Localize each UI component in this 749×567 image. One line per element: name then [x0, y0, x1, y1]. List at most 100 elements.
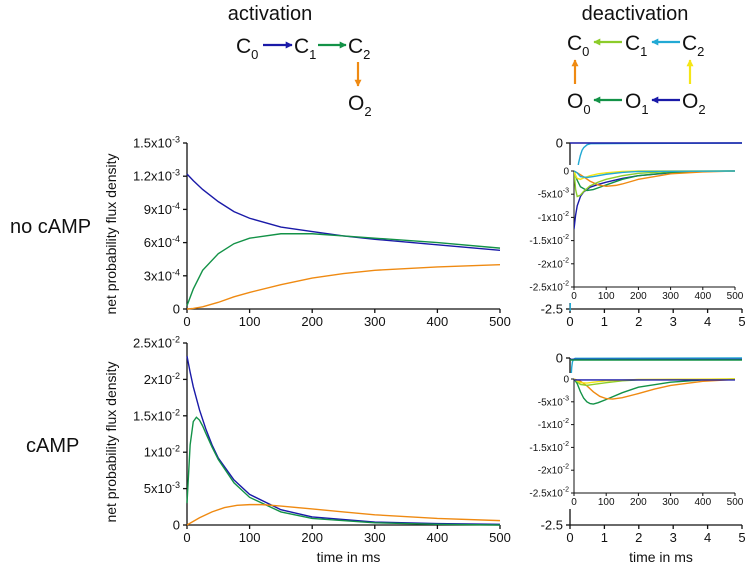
series-line-0: [186, 355, 501, 525]
y-tick-label: 0: [556, 351, 563, 366]
plot-activation-no-camp: 0 100 200 300 400 500 0 3x10-4 6x10-4 9x10-4 1.2x1…: [103, 135, 511, 330]
series-line-5: [574, 170, 736, 179]
x-tick-label: 1: [601, 530, 608, 545]
y-tick-label: -5x10-3: [538, 188, 569, 201]
state-c2: C2: [682, 32, 704, 59]
x-tick-label: 100: [239, 314, 261, 329]
y-tick-label: 1.2x10-3: [133, 168, 180, 184]
x-tick-label: 3: [670, 530, 677, 545]
series-line-3: [574, 170, 736, 198]
y-tick-label: -1.5x10-2: [529, 441, 569, 454]
x-tick-label: 0: [183, 314, 190, 329]
x-tick-label: 5: [738, 530, 745, 545]
x-tick-label: 300: [662, 497, 679, 508]
x-tick-label: 500: [727, 291, 744, 302]
y-tick-label: -2.5x10-2: [529, 487, 569, 500]
y-tick-label: 1x10-2: [144, 444, 180, 460]
series-line-2: [186, 264, 501, 310]
x-tick-label: 300: [364, 314, 386, 329]
x-tick-label: 5: [738, 314, 745, 329]
series-line-2: [574, 170, 736, 188]
x-tick-label: 100: [598, 291, 615, 302]
state-c1: C1: [294, 35, 316, 62]
y-axis-label: net probability flux density: [103, 153, 119, 314]
x-tick-label: 200: [630, 497, 647, 508]
inset-plot: 0 100 200 300 400 500 0 -5x10-3 -1x10-2 -1.5x10-2…: [518, 165, 744, 303]
x-tick-label: 2: [635, 314, 642, 329]
y-tick-label: 0: [173, 302, 180, 317]
x-tick-label: 2: [635, 530, 642, 545]
y-tick-label: -1.5x10-2: [529, 234, 569, 247]
y-tick-label: 2.5x10-2: [133, 335, 180, 351]
y-tick-label: -2.5: [541, 302, 563, 317]
x-tick-label: 0: [183, 530, 190, 545]
y-axis-label: net probability flux density: [103, 361, 119, 522]
y-tick-label: 6x10-4: [144, 234, 180, 250]
series-line-0: [574, 378, 736, 405]
x-tick-label: 400: [694, 497, 711, 508]
row-label-camp: cAMP: [26, 435, 79, 457]
deactivation-scheme: C0 C1 C2 O0 O1 O2: [567, 32, 706, 117]
x-tick-label: 500: [489, 314, 511, 329]
x-axis-label: time in ms: [317, 549, 381, 565]
x-tick-label: 0: [566, 530, 573, 545]
x-tick-label: 300: [364, 530, 386, 545]
y-tick-label: -5x10-3: [538, 395, 569, 408]
series-line-0: [186, 173, 501, 252]
row-label-no-camp: no cAMP: [10, 216, 91, 238]
series-line-2: [186, 503, 501, 526]
inset-background: [518, 165, 741, 303]
deactivation-heading: deactivation: [582, 3, 689, 25]
y-tick-label: 1.5x10-2: [133, 407, 180, 423]
y-tick-label: -2.5x10-2: [529, 281, 569, 294]
x-tick-label: 400: [427, 314, 449, 329]
activation-scheme: C0 C1 C2 O2: [236, 35, 372, 119]
plot-deactivation-no-camp: 0123450-0.5-1-1.5-2-2.501002003004005000…: [518, 136, 746, 329]
x-tick-label: 0: [571, 291, 577, 302]
y-tick-label: 0: [563, 167, 569, 178]
state-c0: C0: [236, 35, 258, 62]
x-tick-label: 400: [694, 291, 711, 302]
x-tick-label: 3: [670, 314, 677, 329]
y-tick-label: -2x10-2: [538, 257, 569, 270]
state-o2: O2: [682, 90, 706, 117]
x-axis-label: time in ms: [629, 549, 693, 565]
x-tick-label: 100: [598, 497, 615, 508]
state-c2: C2: [348, 35, 370, 62]
y-tick-label: 0: [173, 518, 180, 533]
x-tick-label: 200: [301, 530, 323, 545]
series-line-1: [186, 233, 501, 306]
y-tick-label: 0: [556, 136, 563, 151]
x-tick-label: 200: [301, 314, 323, 329]
inset-plot: 0 100 200 300 400 500 0 -5x10-3 -1x10-2 -1.5x10-2…: [518, 373, 744, 509]
state-c0: C0: [567, 32, 589, 59]
y-tick-label: 2x10-2: [144, 371, 180, 387]
activation-heading: activation: [228, 3, 313, 25]
x-tick-label: 0: [566, 314, 573, 329]
x-tick-label: 100: [239, 530, 261, 545]
y-tick-label: -2x10-2: [538, 464, 569, 477]
y-tick-label: 1.5x10-3: [133, 135, 180, 151]
y-tick-label: -1x10-2: [538, 211, 569, 224]
plot-activation-camp: 0 100 200 300 400 500 0 5x10-3 1x10-2 1.5x10-2 2x1…: [103, 335, 511, 566]
state-o1: O1: [625, 90, 649, 117]
x-tick-label: 1: [601, 314, 608, 329]
series-line-4: [574, 170, 735, 181]
x-tick-label: 0: [571, 497, 577, 508]
y-tick-label: 0: [563, 375, 569, 386]
x-tick-label: 200: [630, 291, 647, 302]
x-tick-label: 4: [704, 314, 711, 329]
series-line-1: [186, 416, 501, 526]
state-o2: O2: [348, 92, 372, 119]
y-tick-label: -1x10-2: [538, 418, 569, 431]
y-tick-label: 9x10-4: [144, 201, 180, 217]
x-tick-label: 4: [704, 530, 711, 545]
y-tick-label: 5x10-3: [144, 480, 180, 496]
y-tick-label: 3x10-4: [144, 267, 180, 283]
y-tick-label: -2.5: [541, 518, 563, 533]
x-tick-label: 500: [727, 497, 744, 508]
x-tick-label: 400: [427, 530, 449, 545]
x-tick-label: 500: [489, 530, 511, 545]
